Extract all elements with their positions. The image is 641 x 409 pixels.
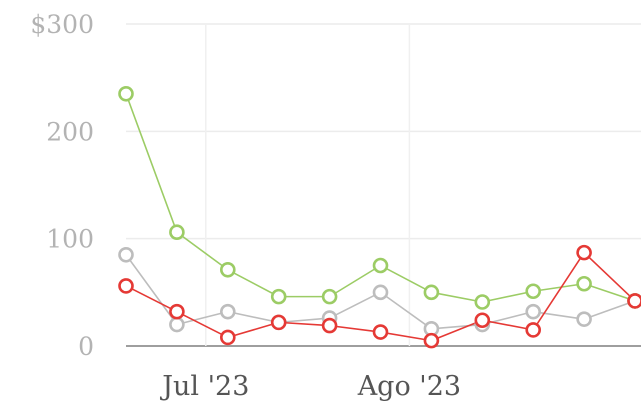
data-point[interactable] [576,311,592,327]
data-point[interactable] [576,244,592,261]
y-tick-label: $300 [30,10,94,39]
data-point[interactable] [474,312,491,329]
y-tick-label: 100 [46,225,94,254]
data-point[interactable] [118,85,134,102]
data-point[interactable] [169,303,185,320]
data-point[interactable] [321,317,338,334]
x-tick-label: Ago '23 [357,371,461,402]
data-point[interactable] [270,288,287,305]
chart-grid [126,23,641,347]
data-point[interactable] [372,324,389,340]
data-point[interactable] [372,284,389,301]
data-point[interactable] [423,284,440,301]
data-point[interactable] [423,332,440,349]
data-point[interactable] [220,303,236,320]
data-point[interactable] [474,294,491,310]
data-point[interactable] [525,322,542,338]
y-tick-label: 200 [46,117,94,146]
data-point[interactable] [270,314,287,331]
data-point[interactable] [372,257,389,274]
y-tick-label: 0 [78,332,94,361]
data-point[interactable] [118,278,134,294]
chart-series [118,85,641,349]
x-axis-ticks: Jul '23 Ago '23 [159,371,461,402]
data-point[interactable] [220,261,236,278]
data-point[interactable] [169,224,185,241]
data-point[interactable] [627,293,641,309]
data-point[interactable] [576,275,592,292]
data-point[interactable] [525,303,542,320]
data-point[interactable] [525,283,542,300]
y-axis-ticks: $300 200 100 0 [30,10,94,361]
data-point[interactable] [220,329,236,346]
x-tick-label: Jul '23 [159,371,249,402]
data-point[interactable] [118,246,134,263]
data-point[interactable] [169,316,185,333]
data-point[interactable] [321,288,338,305]
